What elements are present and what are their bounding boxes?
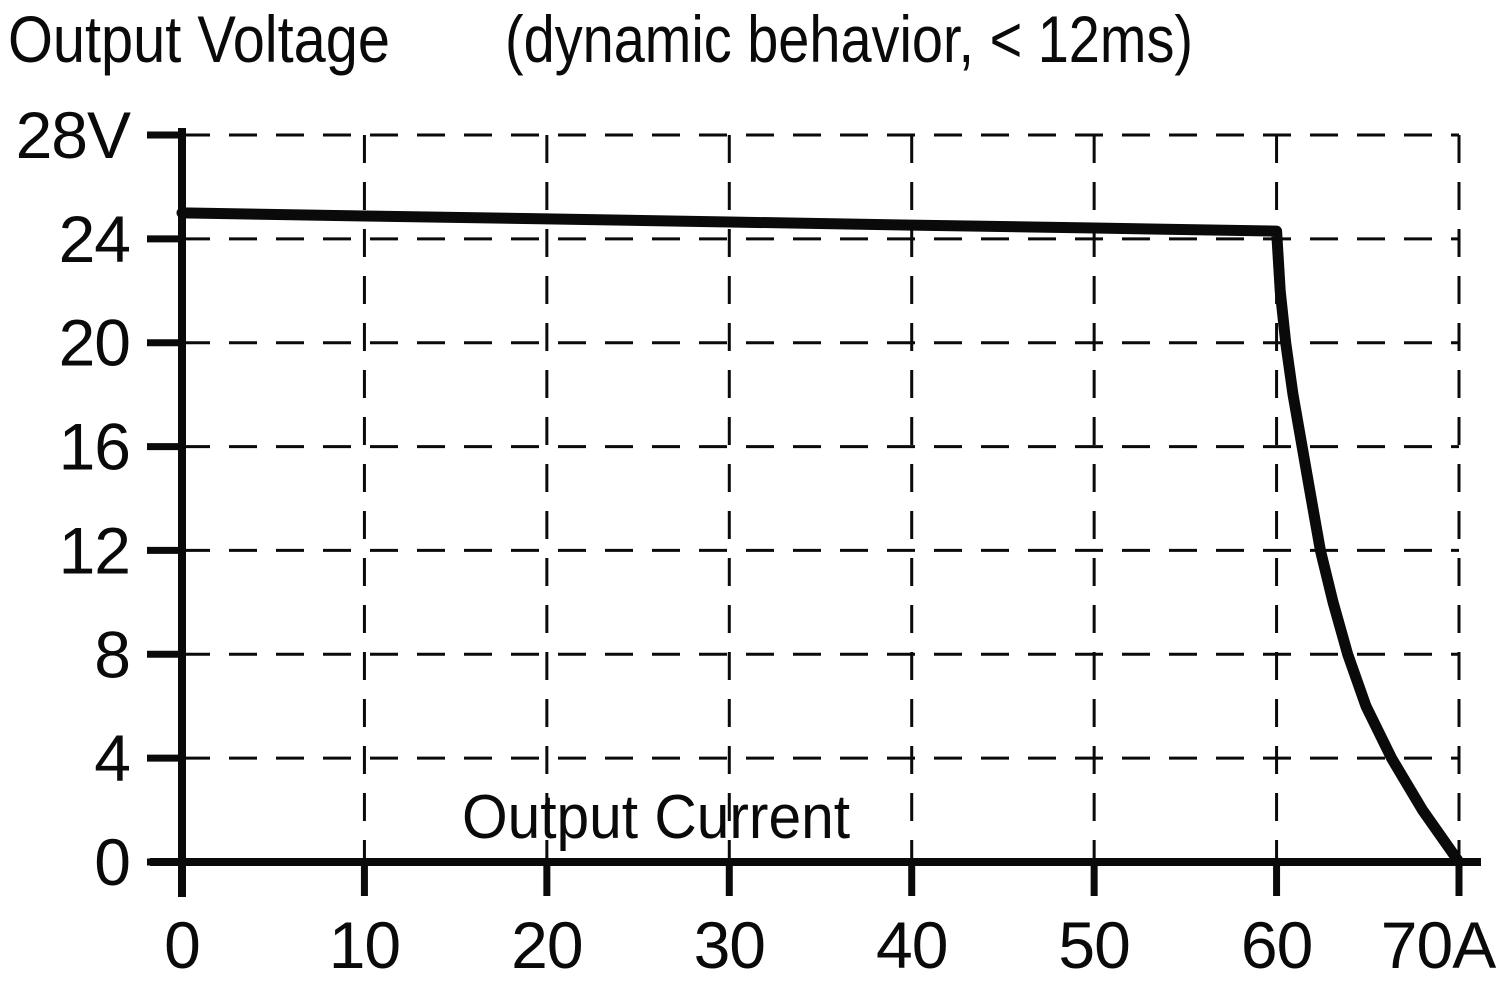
- y-tick-label-4: 4: [94, 721, 130, 795]
- y-tick-label-0: 0: [94, 825, 130, 899]
- x-tick-label-10: 10: [329, 908, 400, 982]
- x-axis-label: Output Current: [462, 783, 850, 852]
- y-tick-label-24: 24: [59, 202, 130, 276]
- chart-title: Output Voltage: [8, 2, 390, 76]
- y-tick-label-8: 8: [94, 617, 130, 691]
- x-tick-label-20: 20: [511, 908, 582, 982]
- chart-subtitle: (dynamic behavior, < 12ms): [505, 2, 1193, 76]
- x-tick-label-40: 40: [876, 908, 947, 982]
- x-tick-label-0: 0: [164, 908, 200, 982]
- x-tick-label-60: 60: [1241, 908, 1312, 982]
- y-tick-label-20: 20: [59, 306, 130, 380]
- y-tick-label-28: 28V: [16, 98, 131, 172]
- x-tick-label-70: 70A: [1381, 908, 1496, 982]
- y-tick-label-16: 16: [59, 410, 130, 484]
- x-tick-label-50: 50: [1058, 908, 1129, 982]
- x-tick-label-30: 30: [694, 908, 765, 982]
- y-tick-label-12: 12: [59, 513, 130, 587]
- output-voltage-curve: [176, 207, 1465, 868]
